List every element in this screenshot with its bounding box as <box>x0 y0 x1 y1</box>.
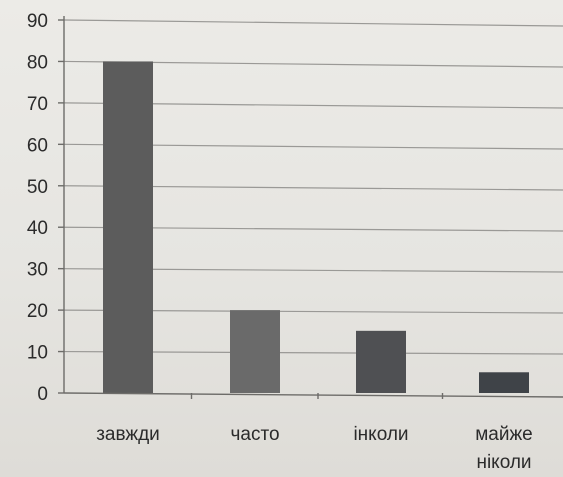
y-tick-label-70: 70 <box>27 94 48 115</box>
bar-3 <box>479 372 529 393</box>
y-tick-label-90: 90 <box>27 11 48 32</box>
x-category-label-1: часто <box>230 424 279 445</box>
bars <box>103 61 529 393</box>
gridline-90 <box>63 19 563 27</box>
axes <box>63 16 563 399</box>
y-axis-ticks: 0 10 20 30 40 50 60 70 80 90 <box>27 11 64 405</box>
y-tick-label-30: 30 <box>27 260 48 281</box>
bar-1 <box>230 310 280 393</box>
y-tick-label-10: 10 <box>27 343 48 364</box>
x-category-label-2: інколи <box>353 424 408 445</box>
x-category-label-3: майже ніколи <box>475 424 533 473</box>
x-category-label-0: завжди <box>96 424 160 445</box>
bar-2 <box>356 330 406 393</box>
y-tick-label-50: 50 <box>27 177 48 198</box>
y-tick-label-0: 0 <box>37 384 48 405</box>
x-axis-labels: завжди часто інколи майже ніколи <box>96 424 533 473</box>
y-tick-label-60: 60 <box>27 135 48 156</box>
bar-0 <box>103 61 153 393</box>
y-tick-label-40: 40 <box>27 218 48 239</box>
y-tick-label-80: 80 <box>27 52 48 73</box>
y-tick-label-20: 20 <box>27 301 48 322</box>
x-axis-line <box>63 392 563 398</box>
